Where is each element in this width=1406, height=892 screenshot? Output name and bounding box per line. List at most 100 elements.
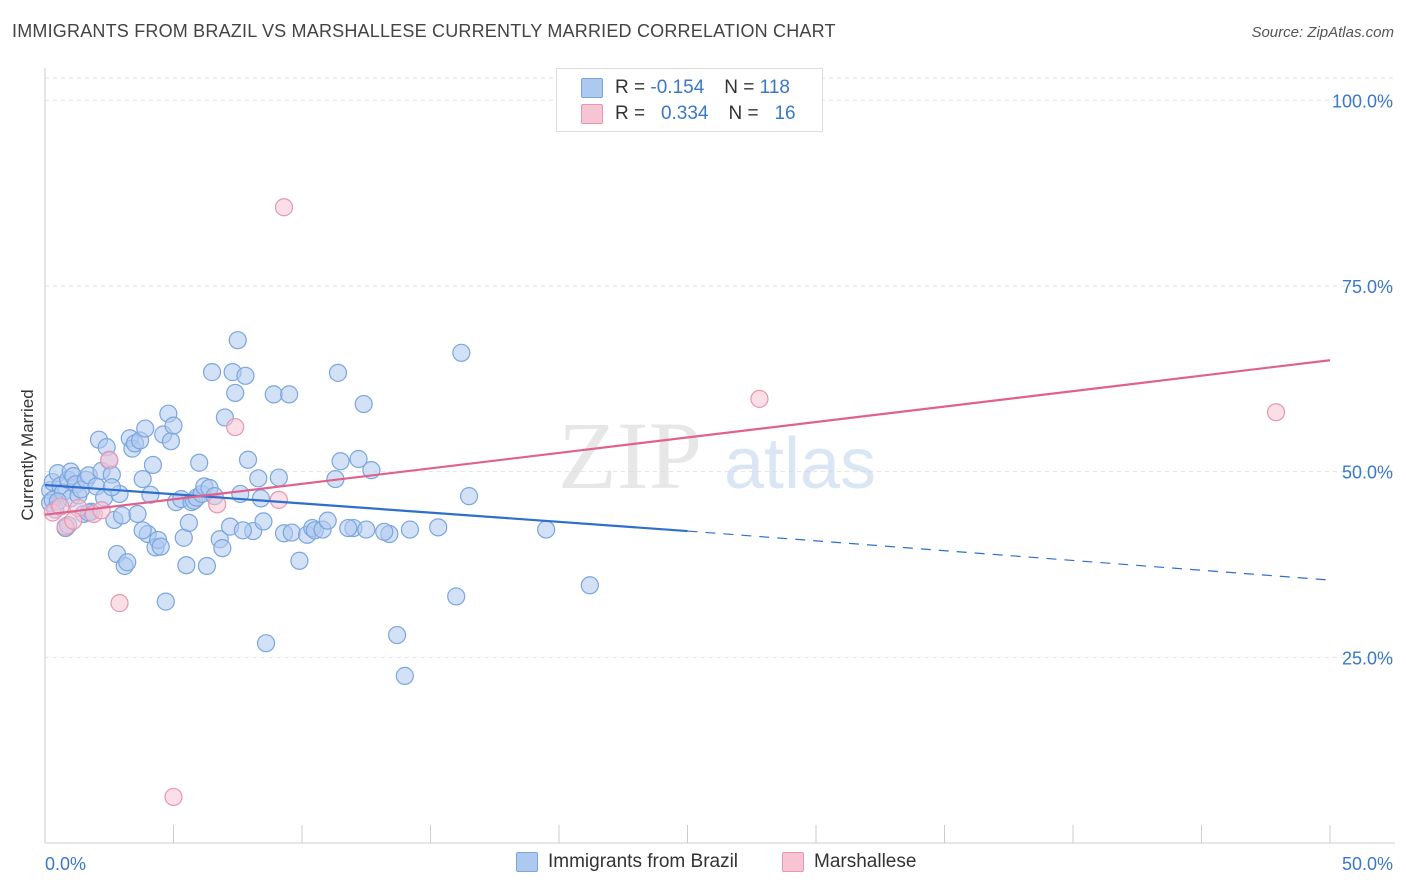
stats-legend: R = -0.154 N = 118 R = 0.334 N = 16 [556, 68, 823, 132]
y-tick-label: 50.0% [1342, 463, 1393, 483]
point-brazil [354, 394, 373, 414]
point-marshallese [274, 198, 294, 217]
point-brazil [164, 416, 183, 435]
point-brazil [331, 452, 350, 471]
point-brazil [161, 432, 181, 451]
point-brazil [151, 537, 170, 556]
point-brazil [447, 587, 466, 606]
point-brazil [197, 556, 217, 576]
data-points [41, 198, 1286, 807]
point-brazil [249, 469, 268, 488]
point-marshallese [226, 417, 245, 437]
chart-source: Source: ZipAtlas.com [1251, 24, 1394, 41]
point-marshallese [64, 511, 83, 530]
legend-r-value: -0.154 [650, 77, 705, 98]
point-brazil [269, 468, 288, 487]
bottom-legend-swatch-brazil [516, 852, 538, 872]
legend-n-label: N = [724, 77, 755, 98]
watermark: ZIP atlas [558, 402, 876, 509]
point-brazil [282, 523, 301, 542]
legend-r-label: R = [615, 103, 646, 124]
point-marshallese [100, 450, 119, 469]
point-marshallese [1266, 403, 1286, 422]
legend-n-value: 16 [774, 103, 796, 124]
point-brazil [580, 576, 599, 595]
point-brazil [226, 383, 245, 403]
legend-swatch-marshallese [581, 104, 603, 124]
legend-row-brazil: R = -0.154 N = 118 [581, 76, 790, 100]
point-marshallese [51, 497, 70, 516]
point-brazil [387, 625, 407, 645]
point-marshallese [92, 501, 111, 520]
point-brazil [141, 485, 160, 504]
legend-r-value: 0.334 [660, 103, 709, 124]
trend-line-brazil [44, 483, 688, 533]
bottom-legend-marshallese[interactable]: Marshallese [782, 851, 916, 873]
point-brazil [339, 518, 358, 538]
legend-row-marshallese: R = 0.334 N = 16 [581, 102, 796, 126]
point-brazil [280, 385, 299, 404]
legend-n-label: N = [728, 103, 759, 124]
point-brazil [112, 506, 132, 525]
point-marshallese [750, 389, 769, 408]
point-brazil [254, 512, 273, 531]
y-tick-label: 75.0% [1342, 277, 1393, 297]
point-brazil [452, 343, 471, 362]
point-brazil [256, 634, 276, 653]
point-brazil [136, 419, 155, 438]
trend-line-brazil-extension [687, 530, 1331, 581]
point-brazil [349, 449, 368, 469]
point-brazil [133, 469, 152, 489]
axes [44, 68, 1395, 844]
point-brazil [236, 366, 255, 385]
point-brazil [375, 522, 394, 541]
tick-labels: 25.0% 50.0% 75.0% 100.0% 0.0% 50.0% [45, 91, 1393, 874]
point-brazil [395, 666, 414, 685]
point-brazil [264, 385, 283, 404]
x-tick-label-max: 50.0% [1342, 854, 1393, 874]
point-brazil [179, 513, 199, 532]
chart-title: IMMIGRANTS FROM BRAZIL VS MARSHALLESE CU… [12, 21, 836, 41]
point-brazil [190, 453, 209, 472]
point-brazil [143, 455, 163, 475]
point-brazil [238, 450, 258, 469]
point-marshallese [208, 495, 227, 514]
point-brazil [328, 363, 348, 382]
point-brazil [133, 521, 152, 540]
watermark-atlas: atlas [724, 424, 876, 504]
trend-line-marshallese [44, 359, 1331, 516]
point-brazil [156, 592, 175, 611]
bottom-legend-label-marshallese: Marshallese [814, 851, 917, 872]
point-brazil [290, 551, 309, 570]
point-brazil [318, 511, 337, 530]
trend-lines [44, 359, 1331, 581]
point-brazil [429, 518, 448, 537]
point-brazil [202, 363, 222, 382]
point-brazil [213, 539, 232, 558]
y-tick-label: 25.0% [1342, 648, 1393, 668]
legend-r-label: R = [615, 77, 646, 98]
watermark-zip: ZIP [558, 402, 702, 509]
x-tick-label-min: 0.0% [45, 854, 86, 874]
point-brazil [233, 521, 252, 540]
point-brazil [357, 520, 376, 539]
bottom-legend-swatch-marshallese [782, 852, 804, 872]
point-brazil [459, 487, 479, 506]
point-brazil [128, 504, 147, 524]
point-marshallese [164, 787, 183, 807]
point-marshallese [110, 594, 129, 613]
point-brazil [228, 331, 247, 350]
legend-n-value: 118 [759, 77, 790, 98]
point-brazil [118, 553, 137, 572]
point-brazil [177, 556, 196, 575]
point-marshallese [269, 490, 288, 509]
point-brazil [102, 478, 121, 497]
legend-swatch-brazil [581, 78, 603, 98]
point-brazil [400, 520, 420, 539]
y-tick-label: 100.0% [1332, 91, 1393, 111]
point-brazil [251, 489, 270, 508]
point-brazil [537, 520, 556, 539]
bottom-legend-brazil[interactable]: Immigrants from Brazil [516, 851, 738, 873]
bottom-legend-label-brazil: Immigrants from Brazil [548, 851, 739, 872]
